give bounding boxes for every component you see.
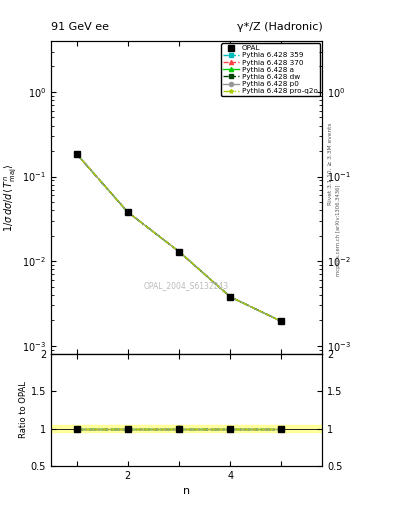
Y-axis label: Ratio to OPAL: Ratio to OPAL: [19, 381, 28, 438]
X-axis label: n: n: [183, 486, 190, 496]
Legend: OPAL, Pythia 6.428 359, Pythia 6.428 370, Pythia 6.428 a, Pythia 6.428 dw, Pythi: OPAL, Pythia 6.428 359, Pythia 6.428 370…: [221, 43, 320, 96]
Text: γ*/Z (Hadronic): γ*/Z (Hadronic): [237, 22, 322, 32]
Y-axis label: $1/\sigma\,d\sigma/d\langle\, T^n_{\rm maj}\rangle$: $1/\sigma\,d\sigma/d\langle\, T^n_{\rm m…: [2, 163, 18, 232]
Text: Rivet 3.1.10, ≥ 3.3M events: Rivet 3.1.10, ≥ 3.3M events: [328, 122, 333, 205]
Text: OPAL_2004_S6132243: OPAL_2004_S6132243: [144, 281, 229, 290]
Text: 91 GeV ee: 91 GeV ee: [51, 22, 109, 32]
Text: mcplots.cern.ch [arXiv:1306.3436]: mcplots.cern.ch [arXiv:1306.3436]: [336, 185, 341, 276]
